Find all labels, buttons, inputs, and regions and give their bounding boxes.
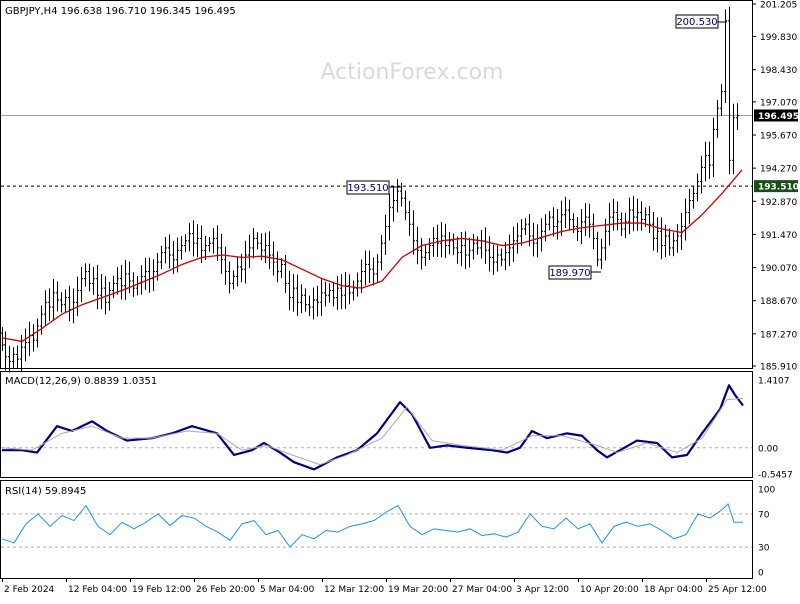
x-tick-label: 25 Apr 12:00: [708, 585, 767, 595]
rsi-y-tick-label: 30: [758, 544, 770, 554]
macd-panel-title: MACD(12,26,9) 0.8839 1.0351: [5, 376, 157, 387]
price-y-tick-label: 192.870: [760, 198, 797, 208]
watermark: ActionForex.com: [321, 60, 504, 85]
price-annotation-label: 193.510: [347, 183, 388, 194]
price-annotation-label: 189.970: [549, 268, 590, 279]
rsi-series-group: [1, 503, 752, 548]
macd-y-tick-label: 1.4107: [758, 377, 790, 387]
macd-panel-frame: [0, 371, 753, 478]
x-tick-label: 18 Apr 04:00: [644, 585, 703, 595]
x-tick-label: 3 Apr 12:00: [516, 585, 569, 595]
macd-series-group: [1, 384, 752, 471]
price-y-tick-label: 198.430: [760, 66, 797, 76]
rsi-panel-frame: [0, 480, 753, 579]
price-y-tick-label: 191.470: [760, 231, 797, 241]
rsi-panel-title: RSI(14) 59.8945: [5, 486, 86, 497]
x-tick-label: 10 Apr 20:00: [580, 585, 639, 595]
rsi-y-tick-label: 0: [758, 569, 764, 579]
current-price-marker-label: 196.495: [758, 112, 799, 122]
axis-labels-group: 201.205 199.830 198.430 197.070 195.670 194.2…: [2, 1, 799, 595]
price-y-tick-label: 190.070: [760, 264, 797, 274]
price-y-tick-label: 187.270: [760, 330, 797, 340]
price-y-tick-label: 197.070: [760, 98, 797, 108]
x-tick-label: 5 Mar 04:00: [260, 585, 315, 595]
price-y-tick-label: 185.910: [760, 363, 797, 373]
price-y-tick-label: 194.270: [760, 165, 797, 175]
x-tick-label: 12 Mar 12:00: [324, 585, 384, 595]
moving-average-line: [1, 169, 743, 343]
price-y-tick-label: 199.830: [760, 33, 797, 43]
x-tick-label: 26 Feb 20:00: [196, 585, 255, 595]
price-y-tick-label: 188.670: [760, 297, 797, 307]
price-series-group: 200.530 193.510 189.970: [1, 6, 752, 373]
x-tick-label: 2 Feb 2024: [4, 585, 55, 595]
current-price-marker: [754, 109, 798, 122]
price-y-tick-label: 195.670: [760, 132, 797, 142]
x-tick-label: 27 Mar 04:00: [452, 585, 512, 595]
macd-signal-line: [1, 397, 744, 466]
support-price-marker: [754, 180, 798, 193]
support-price-marker-label: 193.510: [758, 183, 799, 193]
macd-y-tick-label: 0.00: [758, 444, 778, 454]
price-panel-title: GBPJPY,H4 196.638 196.710 196.345 196.49…: [5, 6, 236, 17]
rsi-y-tick-label: 70: [758, 510, 770, 520]
rsi-y-tick-label: 100: [758, 486, 775, 496]
rsi-line: [1, 503, 743, 548]
x-tick-label: 19 Feb 12:00: [132, 585, 191, 595]
price-annotation-label: 200.530: [676, 17, 717, 28]
x-tick-label: 12 Feb 04:00: [68, 585, 127, 595]
macd-y-tick-label: -0.5457: [758, 471, 793, 481]
x-tick-label: 19 Mar 20:00: [388, 585, 448, 595]
price-y-tick-label: 201.205: [760, 1, 797, 11]
